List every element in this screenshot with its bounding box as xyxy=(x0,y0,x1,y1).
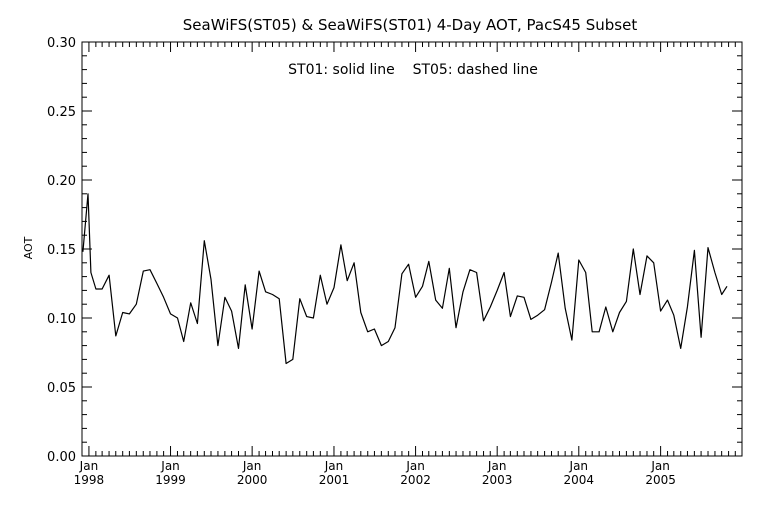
series-group xyxy=(82,193,728,365)
x-tick-month-label: Jan xyxy=(160,459,180,473)
x-tick-month-label: Jan xyxy=(324,459,344,473)
x-tick-month-label: Jan xyxy=(650,459,670,473)
x-tick-month-label: Jan xyxy=(242,459,262,473)
x-tick-year-label: 2001 xyxy=(319,473,350,487)
x-tick-year-label: 2005 xyxy=(645,473,676,487)
x-axis: Jan1998Jan1999Jan2000Jan2001Jan2002Jan20… xyxy=(74,42,736,487)
x-tick-year-label: 2000 xyxy=(237,473,268,487)
series-style-annotation: ST01: solid line ST05: dashed line xyxy=(288,62,538,78)
y-tick-label: 0.10 xyxy=(47,312,76,327)
y-tick-label: 0.00 xyxy=(47,450,76,465)
x-tick-month-label: Jan xyxy=(569,459,589,473)
y-axis-label: AOT xyxy=(22,236,35,259)
x-tick-year-label: 1999 xyxy=(155,473,186,487)
x-tick-month-label: Jan xyxy=(487,459,507,473)
chart-title: SeaWiFS(ST05) & SeaWiFS(ST01) 4-Day AOT,… xyxy=(183,16,638,34)
x-tick-year-label: 2003 xyxy=(482,473,513,487)
x-tick-month-label: Jan xyxy=(79,459,99,473)
y-tick-label: 0.25 xyxy=(47,105,76,120)
x-tick-year-label: 2002 xyxy=(400,473,431,487)
x-tick-year-label: 2004 xyxy=(564,473,595,487)
y-tick-label: 0.30 xyxy=(47,36,76,51)
y-tick-label: 0.20 xyxy=(47,174,76,189)
y-axis: 0.00 0.05 0.10 0.15 0.20 0.25 0.30 xyxy=(47,36,742,465)
x-tick-year-label: 1998 xyxy=(74,473,105,487)
y-tick-label: 0.15 xyxy=(47,243,76,258)
plot-frame xyxy=(81,41,743,457)
series-line-st01 xyxy=(82,193,728,365)
plot-border xyxy=(81,41,743,457)
y-tick-label: 0.05 xyxy=(47,381,76,396)
x-tick-month-label: Jan xyxy=(405,459,425,473)
